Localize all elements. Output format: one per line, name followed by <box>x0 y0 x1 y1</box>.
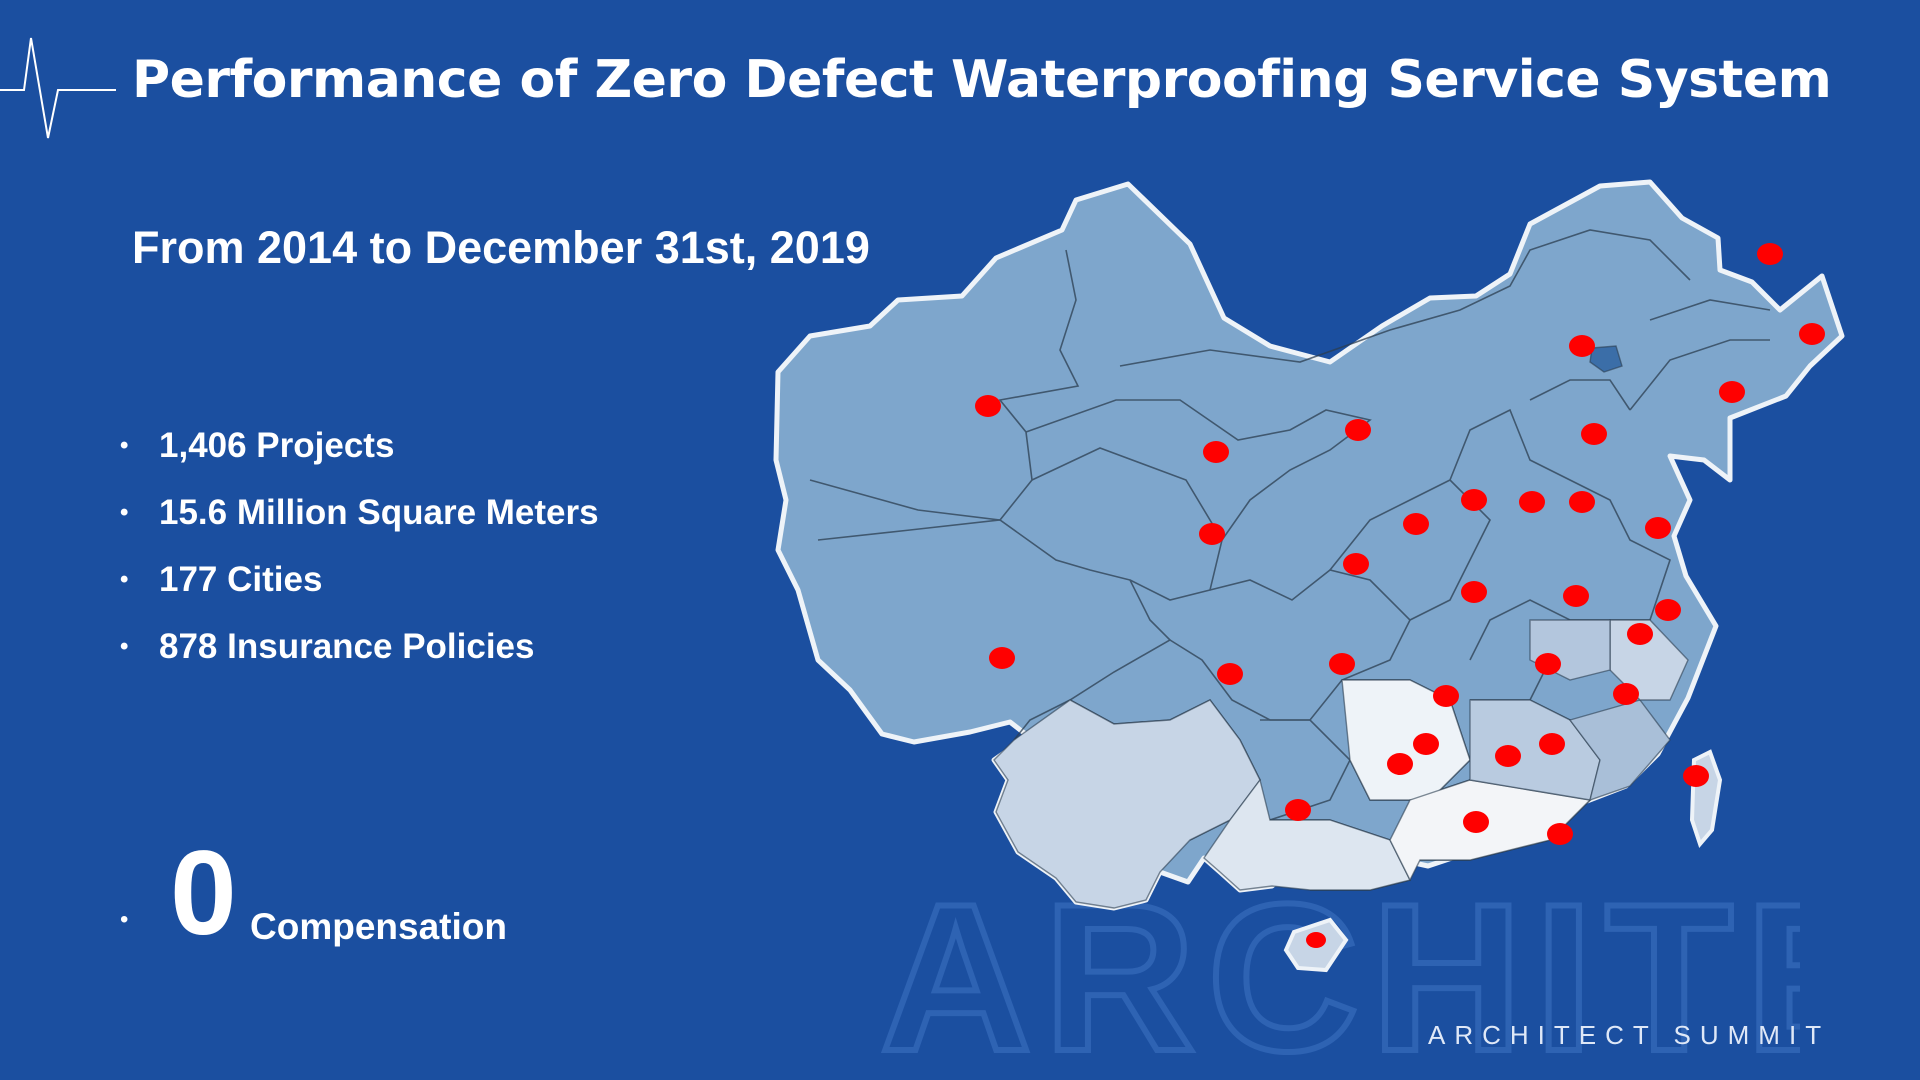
red-dot-marker <box>1569 491 1595 513</box>
xinjiang-border <box>809 249 1080 521</box>
inner-mongolia-border <box>1119 229 1691 367</box>
red-dot-marker <box>1683 765 1709 787</box>
red-dot-marker <box>1343 553 1369 575</box>
yunnan <box>993 699 1261 909</box>
red-dot-marker <box>1387 753 1413 775</box>
sichuan-border <box>1169 569 1411 721</box>
red-dot-marker <box>1306 932 1326 948</box>
red-dot-marker <box>1217 663 1243 685</box>
red-dot-marker <box>1569 335 1595 357</box>
red-dot-marker <box>1519 491 1545 513</box>
red-dot-marker <box>1461 581 1487 603</box>
gansu-border <box>1025 399 1372 541</box>
light-provinces <box>993 345 1689 909</box>
red-dot-marker <box>1539 733 1565 755</box>
red-dot-marker <box>975 395 1001 417</box>
bullet: • <box>120 632 129 660</box>
red-dot-marker <box>1203 441 1229 463</box>
province-markers <box>975 243 1825 948</box>
stat-text: 1,406 Projects <box>159 425 395 465</box>
tibet-border <box>817 519 1172 741</box>
zero-label: Compensation <box>250 906 507 947</box>
bullet: • <box>120 431 129 459</box>
bullet: • <box>120 498 129 526</box>
red-dot-marker <box>1403 513 1429 535</box>
heartbeat-pulse-icon <box>0 37 116 139</box>
china-province-map <box>773 179 1845 973</box>
red-dot-marker <box>1463 811 1489 833</box>
red-dot-marker <box>1495 745 1521 767</box>
red-dot-marker <box>1285 799 1311 821</box>
red-dot-marker <box>1433 685 1459 707</box>
bullet: • <box>120 906 129 933</box>
red-dot-marker <box>1719 381 1745 403</box>
guangxi <box>1203 778 1412 891</box>
red-dot-marker <box>1627 623 1653 645</box>
stat-projects: • 1,406 Projects <box>120 412 599 479</box>
stat-text: 878 Insurance Policies <box>159 626 535 666</box>
beijing <box>1589 345 1623 373</box>
red-dot-marker <box>1535 653 1561 675</box>
stats-list: • 1,406 Projects • 15.6 Million Square M… <box>120 412 599 680</box>
architect-watermark: ARCHITECT <box>880 857 1800 1080</box>
watermark-text: ARCHITECT <box>880 860 1800 1080</box>
red-dot-marker <box>1461 489 1487 511</box>
slide-title: Performance of Zero Defect Waterproofing… <box>132 50 1832 110</box>
red-dot-marker <box>1799 323 1825 345</box>
red-dot-marker <box>1563 585 1589 607</box>
red-dot-marker <box>1547 823 1573 845</box>
stat-text: 177 Cities <box>159 559 323 599</box>
stat-text: 15.6 Million Square Meters <box>159 492 599 532</box>
hunan <box>1341 679 1471 801</box>
red-dot-marker <box>1655 599 1681 621</box>
red-dot-marker <box>989 647 1015 669</box>
stat-cities: • 177 Cities <box>120 546 599 613</box>
stat-policies: • 878 Insurance Policies <box>120 613 599 680</box>
red-dot-marker <box>1413 733 1439 755</box>
red-dot-marker <box>1345 419 1371 441</box>
mainland-outline <box>773 179 1845 911</box>
red-dot-marker <box>1613 683 1639 705</box>
stat-area: • 15.6 Million Square Meters <box>120 479 599 546</box>
red-dot-marker <box>1645 517 1671 539</box>
map-base <box>773 179 1845 911</box>
red-dot-marker <box>1199 523 1225 545</box>
slide-subtitle: From 2014 to December 31st, 2019 <box>132 222 870 273</box>
red-dot-marker <box>1329 653 1355 675</box>
zero-number: 0 <box>170 826 237 960</box>
bullet: • <box>120 565 129 593</box>
red-dot-marker <box>1757 243 1783 265</box>
red-dot-marker <box>1581 423 1607 445</box>
architect-summit-footer: ARCHITECT SUMMIT <box>1428 1020 1831 1050</box>
northeast-borders <box>1529 299 1771 411</box>
